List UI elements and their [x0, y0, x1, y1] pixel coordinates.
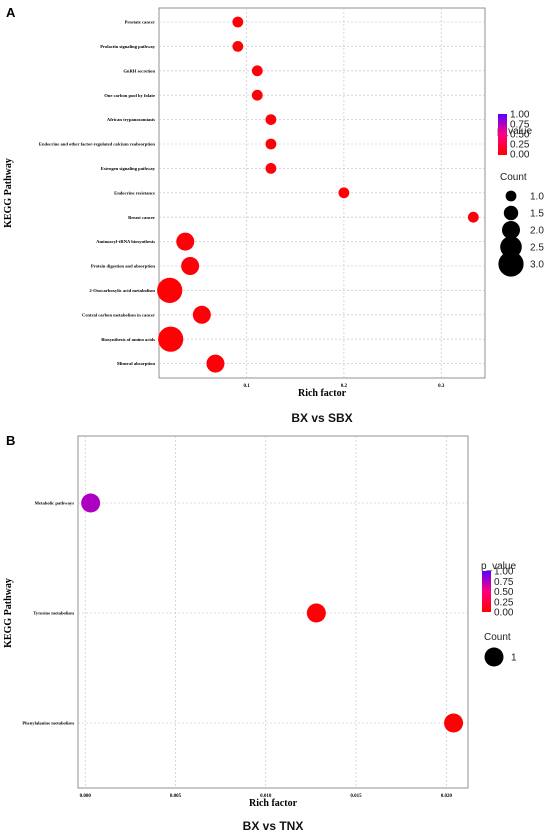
pvalue-tick-label: 0.50	[510, 130, 530, 141]
count-legend-marker	[498, 251, 524, 277]
panel-a-count-legend: Count 1.0 1.5 2.0 2.5 3.0	[498, 172, 544, 277]
count-legend-label: 2.5	[530, 243, 544, 254]
count-legend-label: 1	[511, 653, 517, 664]
point-endocrine-resistance	[338, 187, 350, 199]
count-legend-label: 1.0	[530, 192, 544, 203]
y-tick-label-central-carbon-metabolism-in-cancer: Central carbon metabolism in cancer	[82, 312, 155, 317]
count-legend-marker	[505, 190, 517, 202]
x-tick-label: 0.1	[243, 384, 250, 389]
y-tick-label-endocrine-and-other-factor-regulated-calcium-reabsorption: Endocrine and other factor-regulated cal…	[39, 142, 156, 147]
y-tick-label-tyrosine-metabolism: Tyrosine metabolism	[33, 611, 74, 616]
pvalue-tick-label: 0.00	[510, 150, 530, 161]
point-aminoacyl-trna-biosynthesis	[176, 232, 195, 251]
x-tick-label: 0.020	[441, 794, 453, 799]
panel-b-points	[81, 493, 464, 733]
pvalue-tick-label: 0.75	[494, 577, 514, 588]
y-tick-label-endocrine-resistance: Endocrine resistance	[114, 190, 155, 195]
x-tick-label: 0.000	[80, 794, 92, 799]
count-legend-marker	[502, 221, 520, 239]
point-biosynthesis-of-amino-acids	[158, 326, 184, 352]
count-legend-marker	[500, 236, 522, 258]
panel-b-pvalue-legend: p_value 1.000.750.500.250.00	[481, 561, 516, 619]
point-endocrine-and-other-factor-regulated-calcium-reabsorption	[265, 138, 277, 150]
panel-b-grid	[78, 436, 468, 788]
point-gnrh-secretion	[251, 65, 263, 77]
panel-a-letter: A	[6, 5, 16, 20]
point-prostate-cancer	[232, 16, 244, 28]
y-tick-label-protein-digestion-and-absorption: Protein digestion and absorption	[91, 264, 156, 269]
count-legend-marker	[484, 647, 504, 667]
point-breast-cancer	[467, 211, 479, 223]
y-tick-label-aminoacyl-trna-biosynthesis: Aminoacyl-tRNA biosynthesis	[96, 239, 155, 244]
panel-a-x-tick-labels: 0.1 0.2 0.3	[243, 384, 444, 389]
panel-b-x-axis-title: Rich factor	[249, 798, 298, 809]
pvalue-tick-label: 0.00	[494, 608, 514, 619]
panel-b-caption: BX vs TNX	[243, 819, 304, 833]
point-african-trypanosomiasis	[265, 114, 277, 125]
panel-b-count-legend-title: Count	[484, 632, 511, 643]
y-tick-label-prolactin-signaling-pathway: Prolactin signaling pathway	[100, 44, 155, 49]
y-tick-label-mineral-absorption: Mineral absorption	[117, 361, 156, 366]
panel-b-y-axis-title: KEGG Pathway	[3, 578, 14, 648]
x-tick-label: 0.010	[260, 794, 272, 799]
y-tick-label-breast-cancer: Breast cancer	[128, 215, 155, 220]
panel-a-count-legend-title: Count	[500, 172, 527, 183]
panel-a-y-axis-title: KEGG Pathway	[3, 158, 14, 228]
y-tick-label-prostate-cancer: Prostate cancer	[125, 20, 155, 25]
panel-a-y-tick-labels: Prostate cancer Prolactin signaling pathw…	[39, 20, 156, 367]
pvalue-tick-label: 0.25	[494, 597, 514, 608]
point-estrogen-signaling-pathway	[265, 163, 277, 174]
panel-b: B Metabolic pathways Tyrosine metabolism P…	[3, 433, 517, 833]
panel-b-y-tick-labels: Metabolic pathways Tyrosine metabolism Phe…	[22, 501, 74, 726]
pvalue-tick-label: 0.75	[510, 120, 530, 131]
y-tick-label-gnrh-secretion: GnRH secretion	[123, 68, 155, 73]
panel-b-letter: B	[6, 433, 15, 448]
pvalue-tick-label: 0.25	[510, 140, 530, 151]
point-2-oxocarboxylic-acid-metabolism	[157, 277, 183, 303]
panel-a: A Prostate cancer Prolactin signaling pat…	[3, 5, 544, 425]
point-metabolic-pathways	[81, 493, 101, 513]
point-mineral-absorption	[206, 354, 225, 373]
point-protein-digestion-and-absorption	[181, 257, 200, 275]
panel-b-pvalue-colorbar	[482, 571, 491, 612]
count-legend-label: 2.0	[530, 226, 544, 237]
panel-b-count-legend: Count 1	[484, 632, 517, 667]
panel-b-pvalue-legend-title: p_value	[481, 561, 516, 572]
pvalue-tick-label: 1.00	[510, 110, 530, 121]
count-legend-label: 3.0	[530, 260, 544, 271]
panel-a-pvalue-legend-title: p_value	[497, 126, 532, 137]
y-tick-label-estrogen-signaling-pathway: Estrogen signaling pathway	[101, 166, 156, 171]
y-tick-label-biosynthesis-of-amino-acids: Biosynthesis of amino acids	[101, 337, 155, 342]
panel-a-pvalue-legend: p_value 1.000.750.500.250.00	[497, 110, 532, 161]
point-one-carbon-pool-by-folate	[251, 89, 263, 101]
panel-a-caption: BX vs SBX	[291, 411, 352, 425]
x-tick-label: 0.3	[438, 384, 445, 389]
pvalue-tick-label: 0.50	[494, 587, 514, 598]
x-tick-label: 0.2	[341, 384, 348, 389]
count-legend-marker	[503, 205, 519, 221]
point-phenylalanine-metabolism	[444, 713, 464, 733]
panel-a-points	[157, 16, 479, 373]
count-legend-label: 1.5	[530, 209, 544, 220]
point-tyrosine-metabolism	[306, 603, 326, 623]
pvalue-tick-label: 1.00	[494, 567, 514, 578]
panel-b-x-tick-labels: 0.000 0.005 0.010 0.015 0.020	[80, 794, 453, 799]
x-tick-label: 0.015	[350, 794, 362, 799]
panel-a-grid	[159, 8, 485, 378]
y-tick-label-african-trypanosomiasis: African trypanosomiasis	[107, 117, 155, 122]
panel-a-x-axis-title: Rich factor	[298, 388, 347, 399]
y-tick-label-one-carbon-pool-by-folate: One carbon pool by folate	[104, 93, 155, 98]
y-tick-label-phenylalanine-metabolism: Phenylalanine metabolism	[22, 721, 74, 726]
panel-b-plot-frame	[77, 435, 469, 789]
y-tick-label-metabolic-pathways: Metabolic pathways	[35, 501, 75, 506]
point-central-carbon-metabolism-in-cancer	[192, 305, 211, 324]
point-prolactin-signaling-pathway	[232, 41, 244, 52]
y-tick-label-2-oxocarboxylic-acid-metabolism: 2-Oxocarboxylic acid metabolism	[89, 288, 155, 293]
x-tick-label: 0.005	[170, 794, 182, 799]
panel-a-pvalue-colorbar	[498, 114, 507, 155]
